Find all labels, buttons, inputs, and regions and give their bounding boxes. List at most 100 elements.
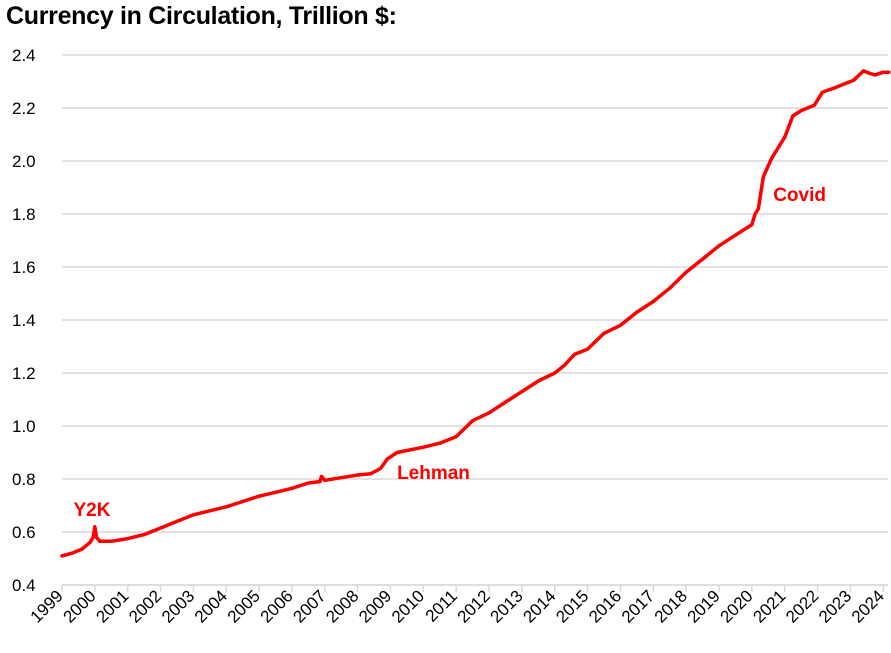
y-tick-label: 2.2 — [12, 99, 36, 118]
annotation-label: Y2K — [73, 500, 110, 521]
x-tick-label: 2012 — [454, 586, 494, 626]
x-axis: 1999200020012002200320042005200620072008… — [27, 584, 888, 627]
chart-title: Currency in Circulation, Trillion $: — [6, 2, 397, 30]
data-point — [257, 494, 261, 498]
gridlines — [62, 54, 888, 586]
data-point — [812, 103, 816, 107]
data-point — [175, 519, 179, 524]
data-point — [820, 90, 825, 94]
data-point — [454, 435, 458, 439]
x-tick-label: 2005 — [224, 586, 264, 626]
annotation-label: Lehman — [397, 463, 470, 484]
data-point — [563, 363, 567, 367]
data-point — [852, 78, 856, 82]
data-point — [553, 371, 557, 375]
data-point — [586, 347, 590, 351]
data-point — [635, 310, 639, 314]
y-axis: 0.4 0.6 0.8 1.0 1.2 1.4 1.6 1.8 2.0 2.2 2.4 — [12, 46, 36, 595]
data-point — [868, 71, 872, 76]
data-point — [94, 535, 99, 539]
y-tick-label: 0.6 — [12, 523, 36, 542]
data-point — [356, 473, 360, 477]
y-tick-label: 0.8 — [12, 470, 36, 489]
x-tick-label: 2024 — [848, 586, 888, 626]
data-point — [318, 480, 322, 484]
x-tick-label: 2006 — [257, 586, 297, 626]
x-tick-label: 2008 — [322, 586, 362, 626]
y-tick-label: 1.2 — [12, 364, 36, 383]
data-point — [379, 466, 383, 470]
x-tick-label: 2010 — [388, 586, 428, 626]
data-point — [126, 537, 130, 541]
x-tick-label: 2017 — [618, 586, 658, 626]
data-point — [369, 472, 373, 476]
data-point — [861, 69, 866, 73]
data-point — [142, 533, 146, 537]
y-tick-label: 1.4 — [12, 311, 36, 330]
data-point — [471, 419, 475, 423]
data-point — [91, 535, 95, 539]
data-point — [60, 554, 64, 558]
data-point — [109, 539, 113, 543]
y-tick-label: 0.4 — [12, 576, 36, 595]
x-tick-label: 2020 — [716, 586, 756, 626]
x-tick-label: 2018 — [651, 586, 691, 626]
data-point — [783, 135, 787, 139]
annotations: Y2K Lehman Covid — [73, 185, 825, 521]
data-point — [700, 257, 705, 261]
data-point — [93, 525, 97, 529]
data-point — [572, 352, 577, 357]
data-point — [408, 448, 412, 452]
x-tick-label: 2000 — [59, 586, 99, 626]
data-point — [602, 331, 606, 335]
data-point — [842, 82, 846, 86]
data-point — [306, 481, 310, 485]
x-tick-label: 2013 — [487, 586, 527, 626]
data-point — [733, 233, 738, 237]
data-point — [520, 389, 524, 394]
x-tick-label: 2015 — [552, 586, 592, 626]
data-point — [791, 114, 795, 118]
data-point — [487, 411, 491, 415]
series-line — [60, 69, 891, 558]
data-point — [684, 270, 688, 274]
data-point — [323, 478, 327, 482]
data-point — [191, 513, 195, 517]
data-point — [503, 400, 508, 404]
data-point — [536, 379, 540, 383]
y-tick-label: 1.6 — [12, 258, 36, 277]
data-point — [273, 490, 278, 494]
data-point — [873, 73, 877, 77]
x-tick-label: 2016 — [585, 586, 625, 626]
x-tick-label: 2011 — [422, 586, 461, 625]
data-point — [761, 175, 765, 179]
x-tick-label: 2023 — [815, 586, 855, 626]
data-point — [224, 505, 228, 509]
data-point — [339, 476, 343, 480]
data-point — [750, 223, 754, 227]
data-point — [651, 299, 655, 304]
data-point — [668, 286, 672, 290]
data-point — [80, 547, 84, 551]
data-point — [756, 207, 761, 211]
data-point — [208, 509, 212, 513]
x-tick-label: 2004 — [191, 586, 231, 626]
data-point — [438, 441, 442, 445]
x-tick-label: 2022 — [782, 586, 822, 626]
data-point — [881, 70, 885, 74]
data-point — [799, 109, 803, 113]
series-group — [60, 69, 891, 558]
annotation-label: Covid — [773, 185, 826, 206]
data-point — [832, 86, 836, 90]
x-tick-label: 2014 — [519, 586, 559, 626]
x-tick-label: 2002 — [125, 586, 165, 626]
x-tick-label: 2001 — [92, 586, 132, 626]
data-point — [769, 156, 774, 160]
data-point — [395, 450, 399, 455]
x-tick-label: 2007 — [289, 586, 329, 626]
y-tick-label: 2.4 — [12, 46, 36, 65]
x-tick-label: 2003 — [158, 586, 198, 626]
y-tick-label: 1.8 — [12, 205, 36, 224]
data-point — [88, 541, 92, 545]
